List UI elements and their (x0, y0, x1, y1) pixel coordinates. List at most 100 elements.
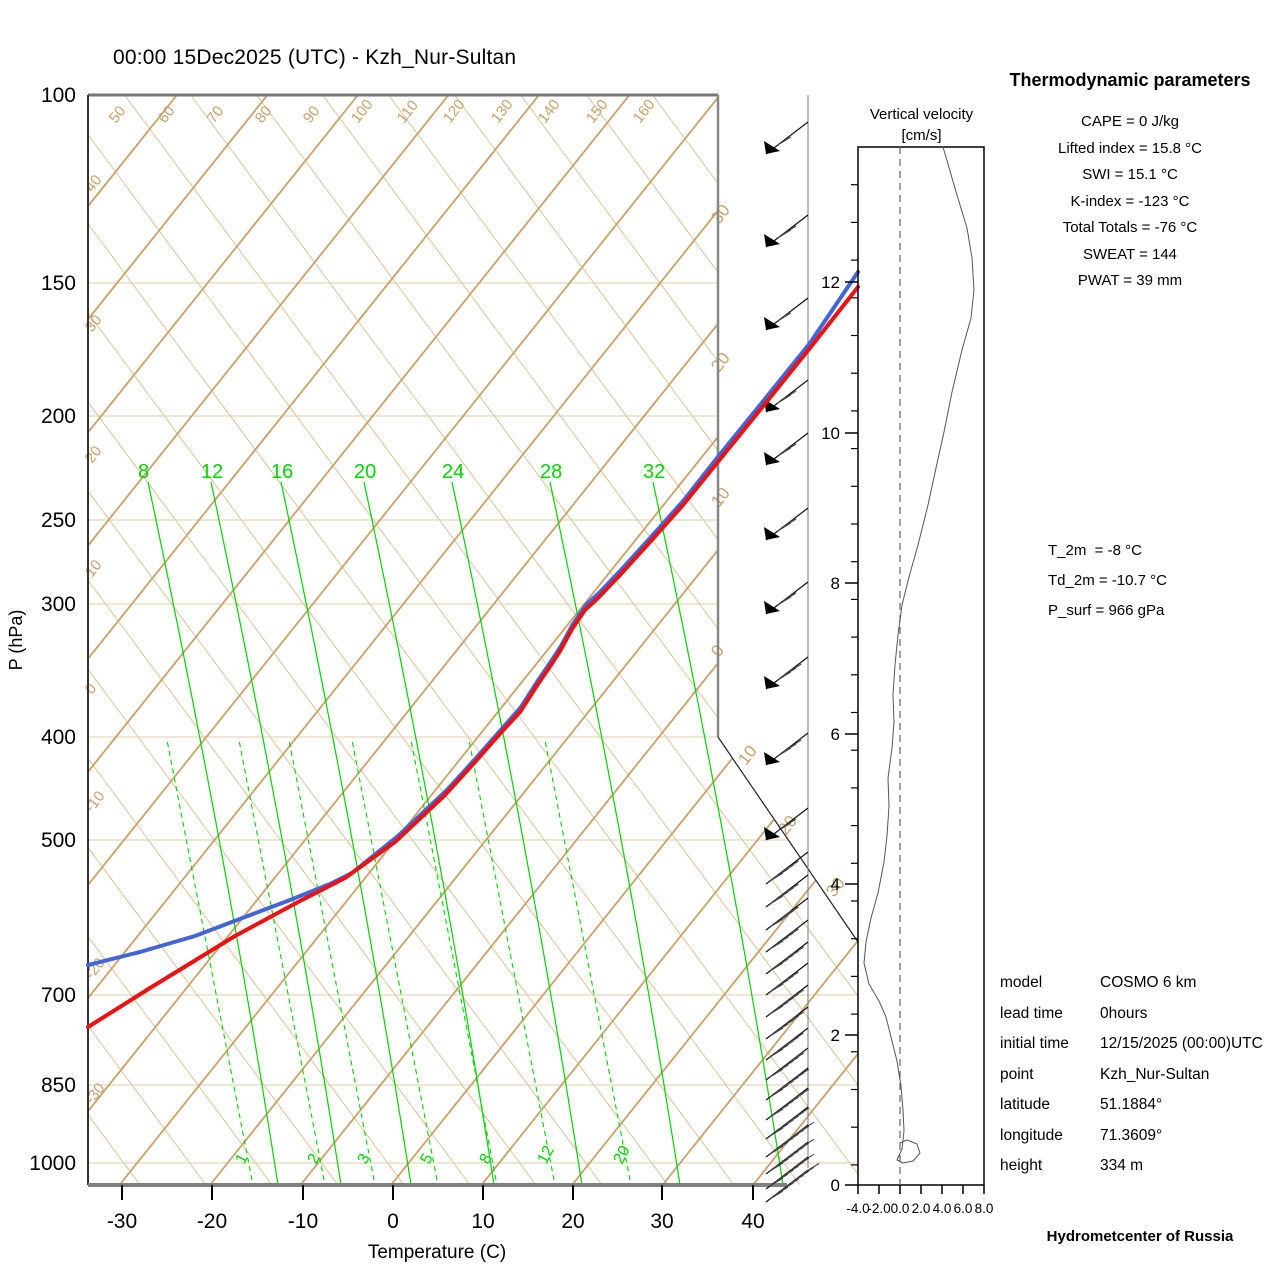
grid-labels: 50 60 70 80 90 100 110 120 130 140 150 160403020100… (82, 96, 849, 1107)
svg-text:70: 70 (204, 103, 228, 127)
svg-text:20: 20 (82, 443, 106, 467)
svg-text:10: 10 (471, 1210, 494, 1233)
svg-text:4.0: 4.0 (933, 1201, 952, 1216)
model-info-value: 0hours (1100, 1004, 1148, 1022)
thermo-param-line: CAPE = 0 J/kg (1081, 113, 1179, 130)
model-info-label: latitude (1000, 1096, 1050, 1113)
svg-text:10: 10 (707, 484, 734, 511)
svg-text:10: 10 (82, 557, 106, 581)
model-info-value: COSMO 6 km (1100, 974, 1197, 991)
svg-text:8: 8 (477, 1151, 496, 1167)
model-info-row: initial time 12/15/2025 (00:00)UTC (1000, 1029, 1263, 1060)
model-info-value: 12/15/2025 (00:00)UTC (1100, 1035, 1263, 1052)
model-info-row: lead time 0hours (1000, 999, 1263, 1030)
svg-text:90: 90 (300, 103, 324, 127)
svg-text:0.0: 0.0 (891, 1201, 910, 1216)
svg-text:20: 20 (354, 461, 376, 483)
pressure-axis: 100 150 200 250 300 400 500 700 850 1000 P (hPa) (6, 84, 76, 1175)
svg-text:500: 500 (41, 829, 76, 852)
vertical-velocity-curve (863, 146, 975, 1164)
svg-text:200: 200 (41, 405, 76, 428)
svg-text:150: 150 (41, 272, 76, 295)
svg-text:12: 12 (535, 1143, 558, 1167)
model-info-label: lead time (1000, 1004, 1063, 1022)
svg-text:2: 2 (831, 1026, 840, 1045)
svg-text:12: 12 (201, 461, 223, 483)
page-title: 00:00 15Dec2025 (UTC) - Kzh_Nur-Sultan (113, 46, 517, 69)
svg-text:3: 3 (355, 1151, 374, 1167)
svg-text:700: 700 (41, 984, 76, 1007)
svg-text:60: 60 (155, 103, 179, 127)
svg-text:6: 6 (831, 725, 840, 744)
svg-text:10: 10 (821, 424, 840, 443)
surface-value-line: P_surf = 966 gPa (1048, 602, 1165, 619)
svg-text:30: 30 (707, 201, 734, 228)
svg-text:16: 16 (271, 461, 293, 483)
svg-text:40: 40 (82, 172, 106, 196)
model-info-row: height 334 m (1000, 1151, 1263, 1182)
model-info-label: height (1000, 1157, 1043, 1174)
model-info-value: Kzh_Nur-Sultan (1100, 1065, 1210, 1083)
green-line-labels: 8 12 16 20 24 28 321 2 3 5 8 12 20 (138, 461, 665, 1167)
svg-text:20: 20 (611, 1143, 634, 1167)
svg-text:28: 28 (540, 461, 562, 483)
svg-text:-10: -10 (288, 1210, 318, 1233)
svg-text:160: 160 (630, 96, 659, 126)
svg-text:40: 40 (741, 1210, 764, 1233)
svg-text:2.0: 2.0 (912, 1201, 931, 1216)
model-info-row: longitude 71.3609° (1000, 1121, 1263, 1152)
vertical-velocity-title: Vertical velocity [cm/s] (858, 104, 985, 146)
svg-text:130: 130 (488, 96, 517, 126)
svg-text:400: 400 (41, 726, 76, 749)
temperature-axis: -30 -20 -10 0 10 20 30 40 Temperature (C) (107, 1185, 765, 1263)
model-info-row: model COSMO 6 km (1000, 968, 1263, 999)
svg-text:-4.0: -4.0 (846, 1201, 869, 1216)
svg-text:850: 850 (41, 1074, 76, 1097)
svg-text:4: 4 (831, 875, 840, 894)
model-info-value: 71.3609° (1100, 1126, 1163, 1144)
vertical-velocity-title-line1: Vertical velocity (869, 106, 974, 123)
svg-text:5: 5 (418, 1151, 437, 1167)
dewpoint-curve (86, 270, 860, 967)
svg-text:20: 20 (561, 1210, 584, 1233)
svg-text:8.0: 8.0 (975, 1201, 994, 1216)
model-info-row: latitude 51.1884° (1000, 1090, 1263, 1121)
model-info-row: point Kzh_Nur-Sultan (1000, 1060, 1263, 1091)
thermo-param-line: Total Totals = -76 °C (1062, 219, 1198, 236)
svg-text:-20: -20 (197, 1210, 227, 1233)
svg-text:100: 100 (348, 96, 377, 126)
model-info-label: point (1000, 1065, 1034, 1083)
svg-text:12: 12 (821, 273, 840, 292)
svg-text:0: 0 (387, 1210, 399, 1233)
model-info-label: initial time (1000, 1035, 1069, 1052)
svg-text:-30: -30 (107, 1210, 137, 1233)
model-info-label: longitude (1000, 1126, 1063, 1144)
svg-text:0: 0 (82, 680, 101, 697)
svg-text:-30: -30 (82, 1080, 109, 1108)
model-info-label: model (1000, 974, 1043, 991)
plot-frame (87, 93, 859, 1187)
footer-credit: Hydrometcenter of Russia (1046, 1228, 1234, 1245)
svg-text:24: 24 (442, 461, 464, 483)
vertical-velocity-title-line2: [cm/s] (901, 127, 942, 144)
temperature-curve (86, 285, 860, 1029)
svg-text:100: 100 (41, 84, 76, 107)
svg-text:300: 300 (41, 593, 76, 616)
wind-barb-column (764, 95, 820, 1203)
svg-text:140: 140 (535, 96, 564, 126)
thermo-param-line: Lifted index = 15.8 °C (1057, 139, 1202, 157)
thermo-param-line: SWI = 15.1 °C (1082, 166, 1178, 183)
svg-text:-10: -10 (82, 788, 109, 816)
svg-text:110: 110 (394, 97, 422, 126)
surface-values-panel: T_2m = -8 °C Td_2m = -10.7 °C P_surf = 966… (1048, 536, 1167, 626)
model-info-table: model COSMO 6 km lead time 0hours initial ti… (1000, 968, 1263, 1182)
svg-text:0: 0 (831, 1176, 840, 1195)
thermo-param-line: SWEAT = 144 (1082, 245, 1178, 263)
surface-value-line: Td_2m = -10.7 °C (1048, 572, 1167, 589)
svg-text:1000: 1000 (29, 1152, 76, 1175)
thermo-heading: Thermodynamic parameters (1009, 70, 1251, 90)
svg-text:P (hPa): P (hPa) (6, 610, 26, 671)
svg-text:8: 8 (831, 574, 840, 593)
surface-value-line: T_2m = -8 °C (1048, 542, 1142, 559)
